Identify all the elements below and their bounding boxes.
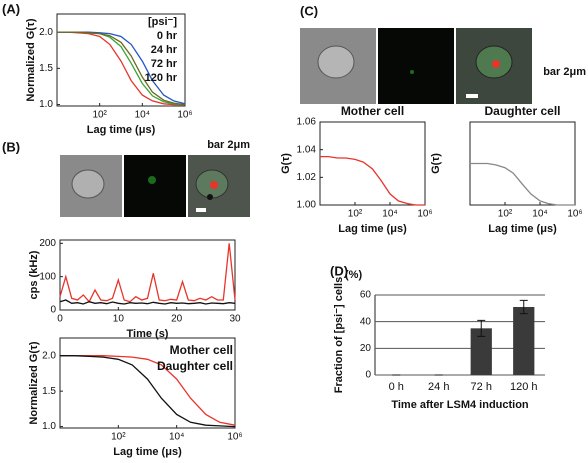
x-tick-label: 72 h [471,381,492,393]
y-axis-label: Normalized G(τ) [25,18,37,101]
legend-entry: 24 hr [151,44,178,56]
scale-bar-label: bar 2μm [207,139,250,151]
focus-daughter [207,194,213,200]
series-line [57,31,185,106]
y-tick-label: 0 [365,370,371,381]
x-tick-label: 10⁴ [532,209,547,220]
chart-title: Mother cell [341,104,404,118]
error-bar [477,319,486,337]
plot-frame [59,337,236,429]
y-axis-label: cps (kHz) [28,250,40,299]
legend-entry: Mother cell [170,343,233,357]
y-tick-label: 1.04 [297,144,317,155]
scale-bar [466,94,478,98]
x-tick-label: 10⁴ [135,110,150,121]
legend-title: [psi⁻] [148,16,177,28]
y-tick-label: 40 [360,316,372,327]
y-axis-label: Normalized G(τ) [28,341,40,424]
legend-entry: 72 hr [151,58,178,70]
x-tick-label: 10⁴ [169,432,184,443]
series-line [59,299,236,305]
legend-entry: Daughter cell [157,359,233,373]
x-tick-label: 10² [498,209,513,220]
legend-entry: 120 hr [145,72,178,84]
scale-bar-label: bar 2μm [543,66,586,78]
cell [71,169,105,199]
plot-frame [59,239,236,311]
x-tick-label: 10⁶ [567,209,582,220]
fluorescence [410,70,414,74]
y-tick-label: 1.5 [42,386,56,397]
y-axis-label: G(τ) [430,153,442,174]
legend-entry: 0 hr [157,30,178,42]
x-axis-label: Time after LSM4 induction [391,399,529,411]
x-tick-label: 10² [92,110,107,121]
cell [317,45,355,79]
x-tick-label: 20 [171,314,183,325]
panel-label: (A) [2,1,20,16]
x-tick-label: 10 [113,314,125,325]
y-tick-label: 1.02 [297,172,317,183]
y-axis-label: G(τ) [280,153,292,174]
x-axis-label: Lag time (μs) [87,124,156,136]
y-tick-label: 20 [360,343,372,354]
bar [513,307,535,375]
x-axis-label: Lag time (μs) [338,223,407,235]
y-tick-label: 1.06 [297,117,317,128]
x-tick-label: 10⁶ [227,432,242,443]
x-tick-label: 10² [111,432,126,443]
micrograph [378,28,454,104]
x-tick-label: 0 h [389,381,404,393]
panel-label: (D) [330,263,348,278]
y-tick-label: 100 [39,271,56,282]
series-line [59,243,236,303]
y-unit: (%) [345,269,362,281]
plot-frame [56,13,186,107]
series-line [60,355,236,428]
panel-label: (C) [300,3,318,18]
x-tick-label: 24 h [428,381,449,393]
y-tick-label: 200 [39,238,56,249]
chart-title: Daughter cell [484,104,560,118]
x-tick-label: 10⁴ [382,209,397,220]
x-tick-label: 10⁶ [177,110,192,121]
y-tick-label: 2.0 [39,27,53,38]
series-line [60,355,236,426]
y-tick-label: 1.00 [297,200,317,211]
bar [470,328,492,375]
scale-bar [196,208,206,212]
micrograph [124,155,186,217]
x-axis-label: Lag time (μs) [113,446,182,458]
y-tick-label: 0 [50,305,56,316]
focus-mother [492,60,500,68]
series-line [320,155,425,206]
x-tick-label: 10⁶ [417,209,432,220]
x-tick-label: 30 [229,314,241,325]
y-tick-label: 1.5 [39,63,53,74]
y-tick-label: 1.0 [42,421,56,432]
x-axis-label: Time (s) [127,328,169,340]
panel-label: (B) [2,139,20,154]
y-tick-label: 2.0 [42,350,56,361]
plot-frame [319,121,426,206]
error-bar [519,299,528,315]
focus-mother [210,181,218,189]
fluorescence [148,176,156,184]
x-tick-label: 120 h [510,381,538,393]
series-line [470,162,575,206]
x-tick-label: 10² [348,209,363,220]
series-line [57,31,186,106]
x-axis-label: Lag time (μs) [488,223,557,235]
x-tick-label: 0 [57,314,63,325]
y-tick-label: 60 [360,290,372,301]
y-tick-label: 1.0 [39,99,53,110]
y-axis-label: Fraction of [psi⁻] cells [333,277,345,393]
